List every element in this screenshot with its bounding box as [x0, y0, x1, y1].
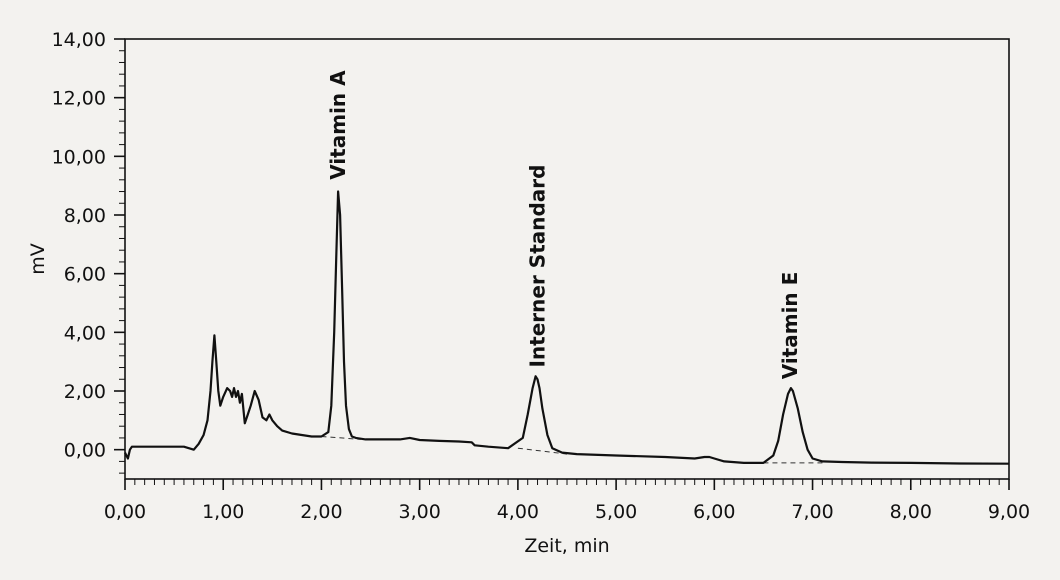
y-tick-label: 4,00 [64, 322, 106, 344]
y-tick-label: 6,00 [64, 264, 106, 286]
x-tick-label: 7,00 [791, 501, 833, 523]
y-tick-label: 14,00 [52, 29, 106, 51]
x-tick-label: 6,00 [693, 501, 735, 523]
y-tick-label: 10,00 [52, 146, 106, 168]
y-tick-label: 0,00 [64, 440, 106, 462]
x-tick-label: 0,00 [104, 501, 146, 523]
x-axis-title: Zeit, min [524, 535, 609, 557]
x-tick-label: 5,00 [595, 501, 637, 523]
y-tick-label: 12,00 [52, 88, 106, 110]
peak-label: Vitamin A [326, 70, 350, 180]
plot-frame [124, 38, 1010, 480]
x-tick-label: 2,00 [300, 501, 342, 523]
peak-label: Interner Standard [526, 165, 550, 368]
x-tick-label: 4,00 [497, 501, 539, 523]
y-tick-label: 2,00 [64, 381, 106, 403]
peak-annotations: Vitamin A Interner Standard Vitamin E [326, 70, 802, 379]
x-tick-label: 3,00 [399, 501, 441, 523]
x-tick-label: 9,00 [988, 501, 1030, 523]
peak-baseline [321, 435, 361, 440]
axis-ticks [114, 38, 1010, 490]
chromatogram-trace [124, 190, 1010, 465]
y-tick-label: 8,00 [64, 205, 106, 227]
axis-tick-labels: 0,00 1,00 2,00 3,00 4,00 5,00 6,00 7,00 8,00 9,00… [52, 29, 1031, 523]
peak-baselines [321, 435, 823, 464]
y-axis-title: mV [27, 243, 49, 275]
x-tick-label: 1,00 [202, 501, 244, 523]
x-tick-label: 8,00 [890, 501, 932, 523]
peak-label: Vitamin E [778, 272, 802, 380]
